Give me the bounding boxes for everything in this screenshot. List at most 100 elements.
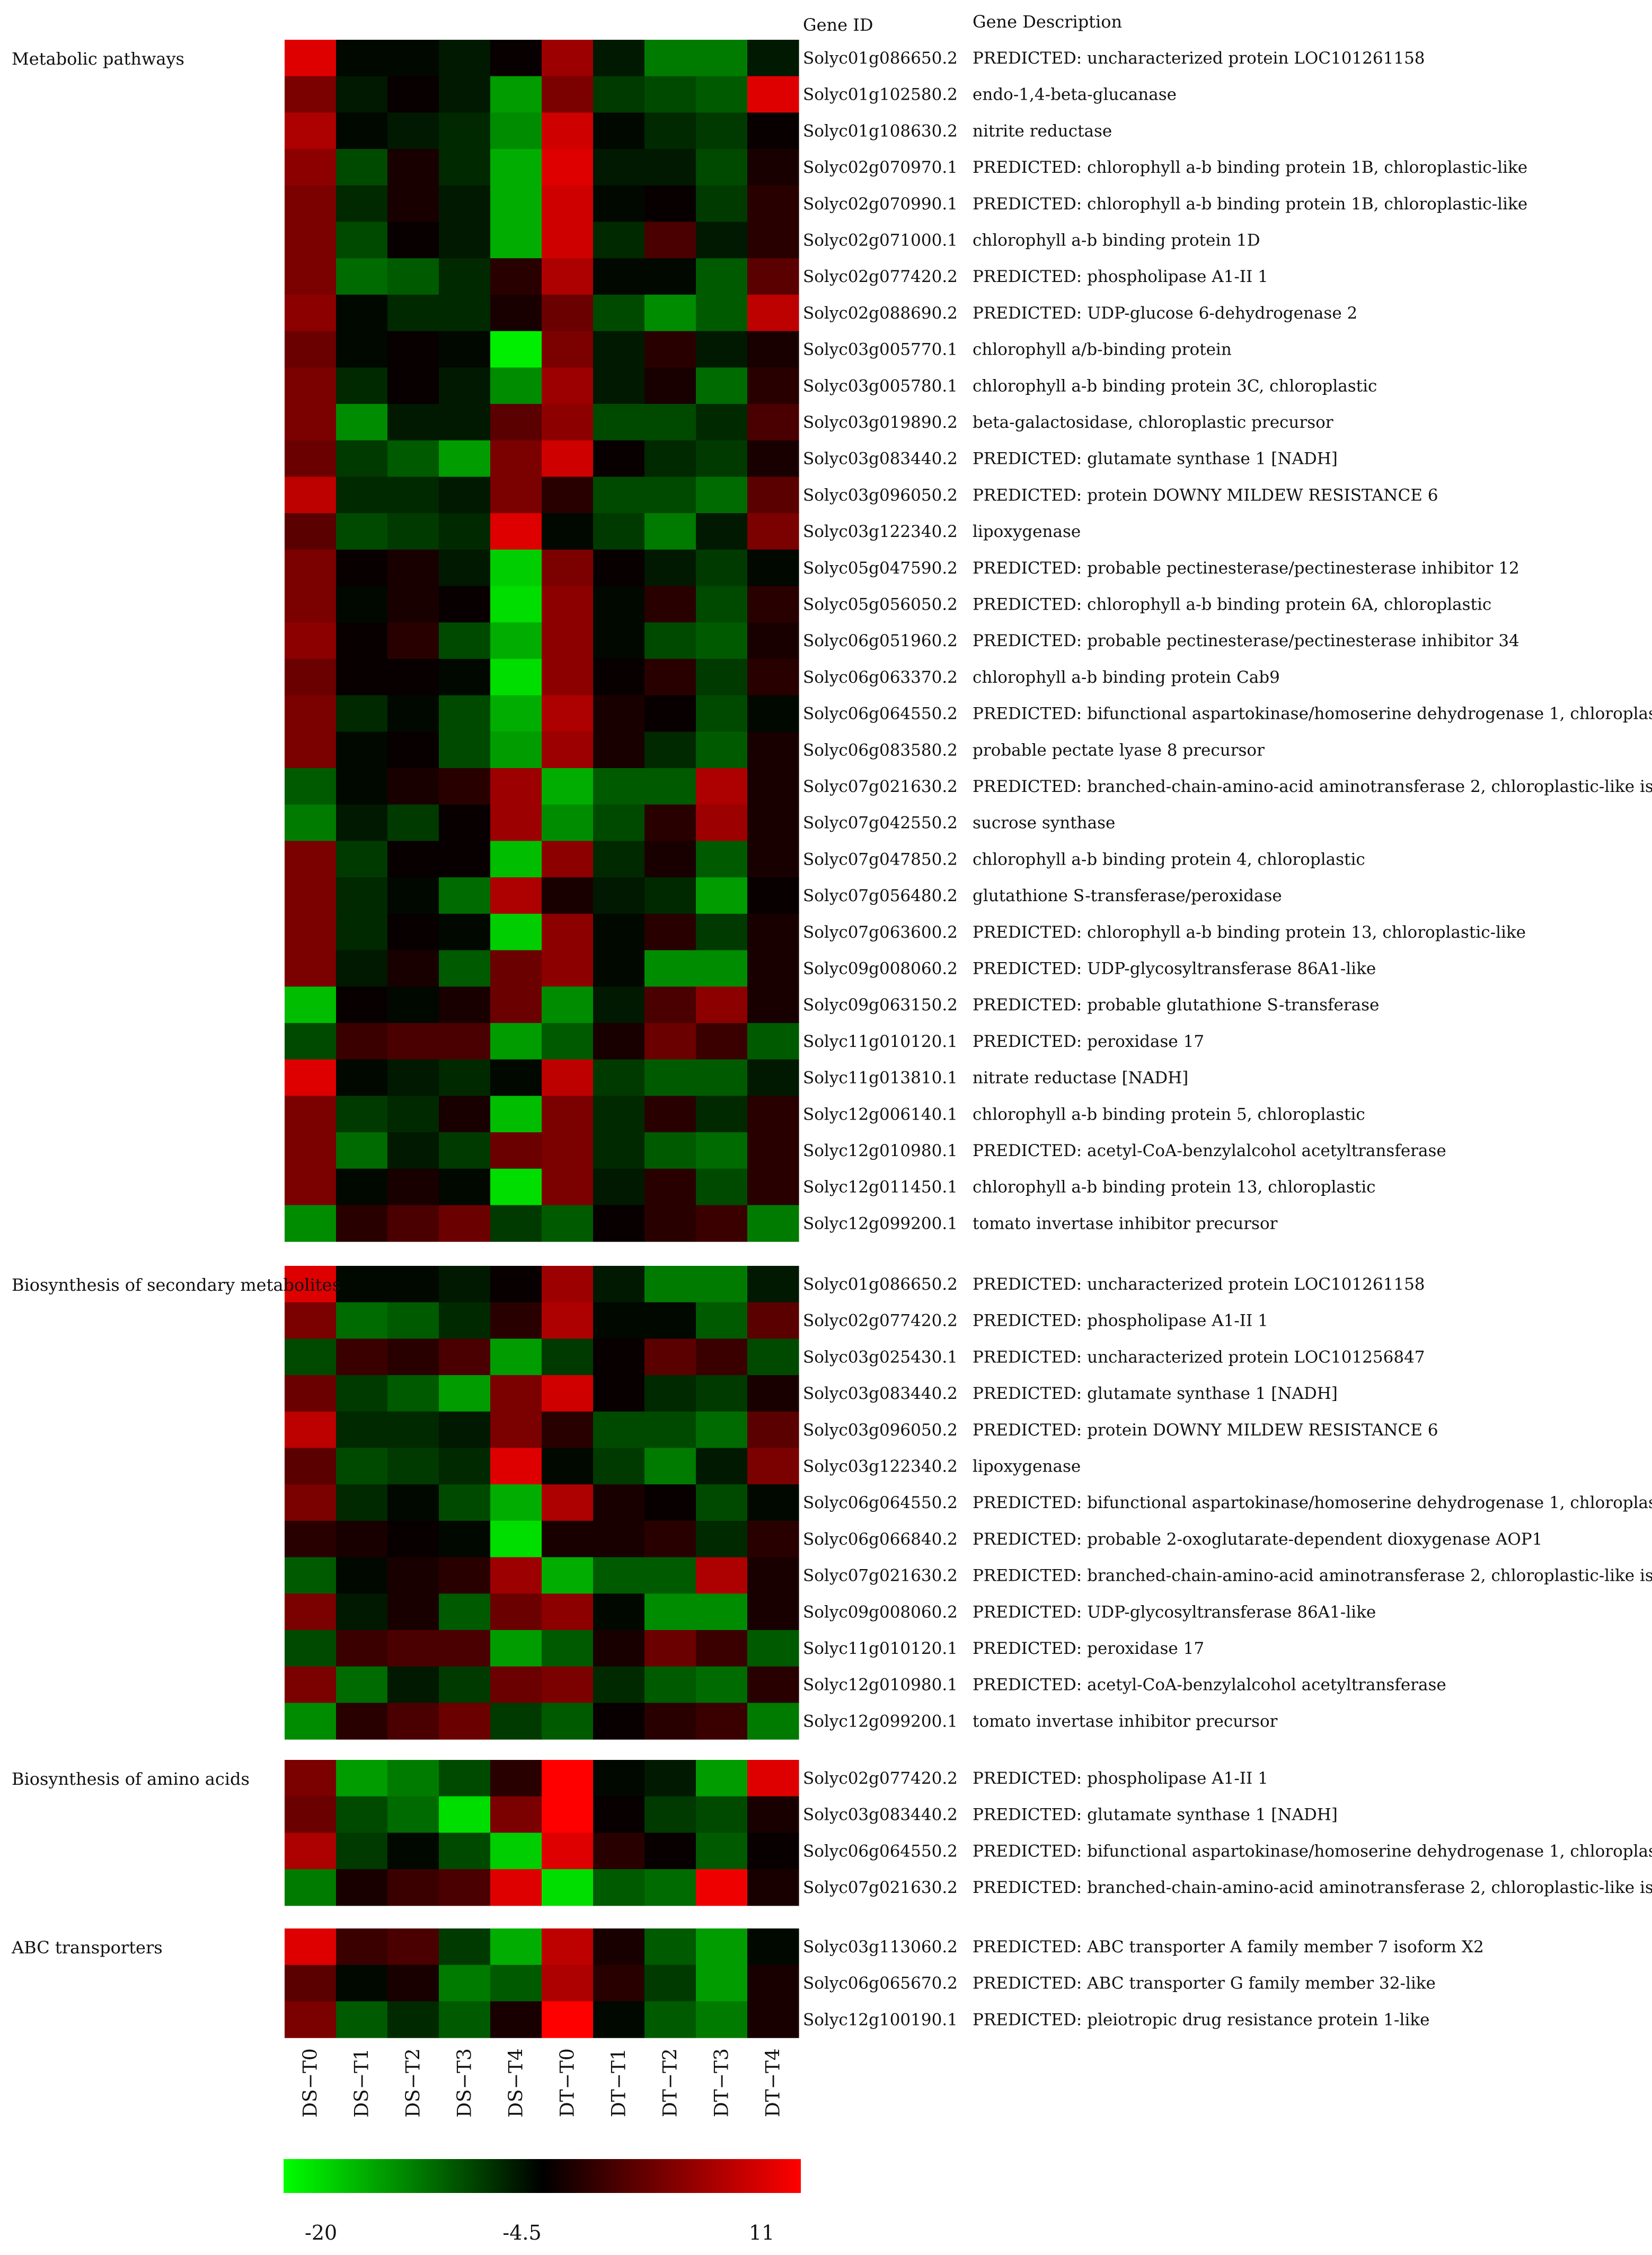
gene-description-label: PREDICTED: UDP-glycosyltransferase 86A1-… <box>973 1602 1376 1622</box>
heatmap-cell <box>747 877 799 914</box>
heatmap-cell <box>644 877 696 914</box>
heatmap-cell <box>696 913 748 951</box>
gene-description-label: PREDICTED: glutamate synthase 1 [NADH] <box>973 1384 1338 1403</box>
heatmap-cell <box>336 1869 388 1906</box>
heatmap-cell <box>593 1869 645 1906</box>
heatmap-cell <box>285 1168 337 1205</box>
gene-id-label: Solyc11g010120.1 <box>803 1032 958 1051</box>
heatmap-cell <box>439 1411 491 1449</box>
heatmap-cell <box>285 404 337 441</box>
heatmap-cell <box>696 658 748 696</box>
heatmap-cell <box>593 222 645 259</box>
heatmap-cell <box>644 112 696 149</box>
column-label: DT−T0 <box>557 2048 579 2117</box>
heatmap-cell <box>747 732 799 769</box>
gene-id-label: Solyc01g086650.2 <box>803 1275 958 1294</box>
heatmap-cell <box>644 1059 696 1096</box>
heatmap-cell <box>336 258 388 295</box>
gene-description-label: PREDICTED: peroxidase 17 <box>973 1639 1204 1658</box>
heatmap-cell <box>542 1096 594 1133</box>
heatmap-cell <box>747 549 799 587</box>
gene-id-label: Solyc02g088690.2 <box>803 304 958 323</box>
heatmap-cell <box>285 1630 337 1667</box>
gene-id-label: Solyc11g010120.1 <box>803 1639 958 1658</box>
heatmap-cell <box>387 658 439 696</box>
gene-description-label: chlorophyll a-b binding protein 3C, chlo… <box>973 376 1377 395</box>
gene-id-label: Solyc02g077420.2 <box>803 1769 958 1788</box>
heatmap-cell <box>439 658 491 696</box>
gene-id-label: Solyc02g077420.2 <box>803 1311 958 1331</box>
gene-description-label: PREDICTED: chlorophyll a-b binding prote… <box>973 195 1527 214</box>
heatmap-cell <box>336 2001 388 2038</box>
heatmap-cell <box>644 222 696 259</box>
heatmap-cell <box>387 1557 439 1594</box>
heatmap-cell <box>336 1833 388 1870</box>
heatmap-cell <box>644 1338 696 1376</box>
heatmap-cell <box>439 1023 491 1060</box>
heatmap-cell <box>593 440 645 477</box>
heatmap-cell <box>336 1375 388 1412</box>
heatmap-cell <box>593 549 645 587</box>
heatmap-cell <box>439 1593 491 1631</box>
heatmap-cell <box>285 112 337 149</box>
heatmap-cell <box>285 513 337 550</box>
heatmap-cell <box>336 440 388 477</box>
heatmap-cell <box>696 331 748 368</box>
gene-description-label: chlorophyll a-b binding protein 13, chlo… <box>973 1178 1375 1197</box>
gene-id-label: Solyc03g122340.2 <box>803 522 958 541</box>
heatmap-cell <box>285 841 337 878</box>
heatmap-cell <box>747 149 799 186</box>
heatmap-cell <box>387 1023 439 1060</box>
scale-mid-label: -4.5 <box>502 2221 541 2244</box>
column-label: DT−T2 <box>660 2048 682 2117</box>
column-label: DS−T1 <box>351 2048 373 2118</box>
heatmap-cell <box>285 804 337 841</box>
heatmap-cell <box>285 1703 337 1740</box>
heatmap-cell <box>696 877 748 914</box>
heatmap-cell <box>644 1132 696 1169</box>
heatmap-cell <box>387 804 439 841</box>
gene-description-label: glutathione S-transferase/peroxidase <box>973 886 1282 905</box>
heatmap-cell <box>336 1928 388 1966</box>
heatmap-cell <box>285 732 337 769</box>
heatmap-cell <box>542 404 594 441</box>
heatmap-cell <box>542 841 594 878</box>
heatmap-cell <box>490 40 542 77</box>
heatmap-cell <box>439 1132 491 1169</box>
gene-id-label: Solyc02g070970.1 <box>803 158 958 177</box>
gene-description-label: PREDICTED: branched-chain-amino-acid ami… <box>973 1878 1652 1897</box>
heatmap-cell <box>747 622 799 659</box>
heatmap-cell <box>439 877 491 914</box>
heatmap-cell <box>387 1593 439 1631</box>
heatmap-cell <box>387 367 439 404</box>
heatmap-cell <box>644 367 696 404</box>
heatmap-cell <box>696 1760 748 1797</box>
heatmap-cell <box>696 768 748 805</box>
heatmap-cell <box>490 695 542 732</box>
gene-id-label: Solyc12g099200.1 <box>803 1712 958 1731</box>
gene-description-header: Gene Description <box>973 12 1122 32</box>
heatmap-cell <box>696 804 748 841</box>
heatmap-cell <box>696 1375 748 1412</box>
heatmap-cell <box>490 1302 542 1339</box>
heatmap-cell <box>747 1168 799 1205</box>
heatmap-cell <box>593 1023 645 1060</box>
gene-id-label: Solyc09g008060.2 <box>803 1602 958 1622</box>
heatmap-cell <box>644 1375 696 1412</box>
heatmap-cell <box>439 331 491 368</box>
heatmap-cell <box>490 367 542 404</box>
heatmap-cell <box>387 1703 439 1740</box>
heatmap-cell <box>439 222 491 259</box>
column-label: DS−T4 <box>506 2048 527 2118</box>
heatmap-cell <box>285 950 337 987</box>
heatmap-cell <box>336 1484 388 1521</box>
heatmap-cell <box>490 440 542 477</box>
gene-id-label: Solyc03g113060.2 <box>803 1937 958 1957</box>
heatmap-cell <box>593 1520 645 1558</box>
heatmap-cell <box>593 513 645 550</box>
heatmap-cell <box>542 40 594 77</box>
heatmap-cell <box>336 549 388 587</box>
heatmap-cell <box>593 1928 645 1966</box>
heatmap-cell <box>542 1484 594 1521</box>
